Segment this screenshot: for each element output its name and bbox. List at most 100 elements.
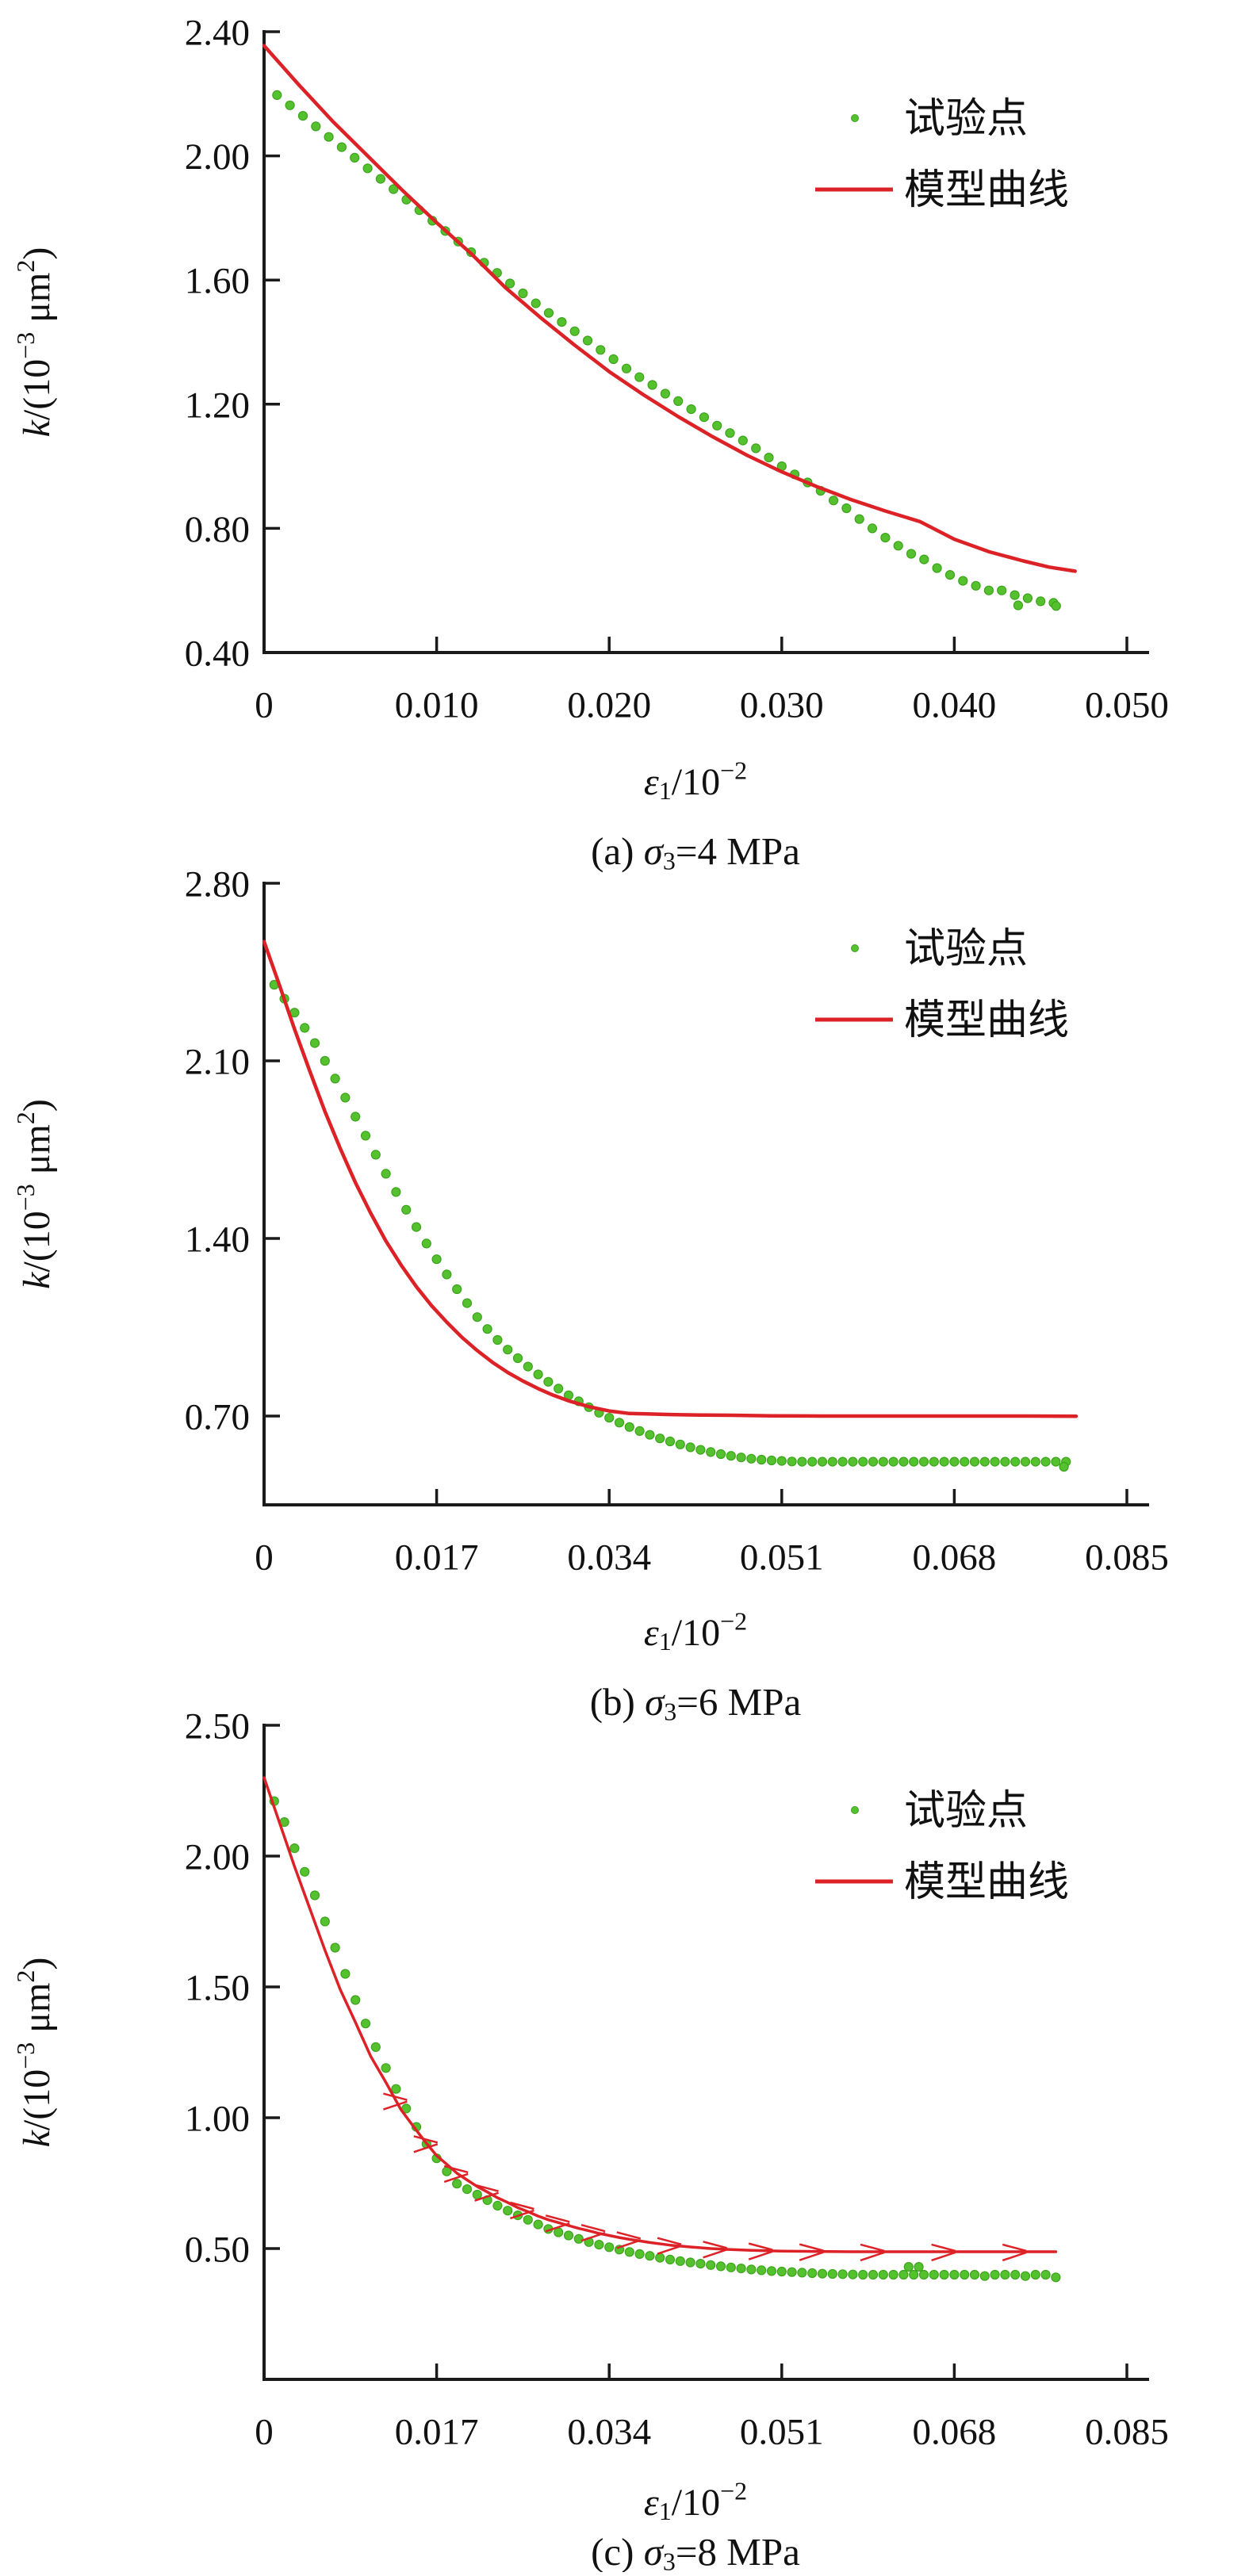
axes bbox=[262, 30, 1149, 654]
x-tick-label: 0.050 bbox=[1085, 684, 1169, 725]
scatter-point bbox=[932, 563, 942, 573]
scatter-point bbox=[751, 443, 761, 454]
barb bbox=[703, 2241, 727, 2259]
scatter-point bbox=[746, 1453, 757, 1464]
scatter-point bbox=[858, 2269, 868, 2280]
scatter-point bbox=[533, 1369, 543, 1380]
scatter-point bbox=[969, 1456, 980, 1467]
y-tick-label: 1.50 bbox=[185, 1967, 250, 2008]
legend-label-test-points: 试验点 bbox=[904, 1789, 1028, 1834]
scatter-point bbox=[949, 1456, 960, 1467]
scatter-point bbox=[854, 514, 864, 524]
scatter-point bbox=[909, 1456, 919, 1467]
scatter-point bbox=[1036, 596, 1046, 607]
scatter-point bbox=[673, 396, 684, 406]
scatter-point bbox=[736, 2264, 746, 2274]
scatter-point bbox=[817, 2268, 828, 2279]
legend-label-model-curve: 模型曲线 bbox=[904, 1860, 1069, 1905]
chart-c: 0 0.017 0.034 0.051 0.068 0.085 0.50 1.00 1.50 2.… bbox=[11, 1705, 1169, 2575]
scatter-point bbox=[706, 1447, 716, 1457]
chart-caption: (b) σ3=6 MPa bbox=[590, 1680, 802, 1725]
scatter-point bbox=[320, 1055, 330, 1066]
barb bbox=[443, 2165, 469, 2184]
scatter-point bbox=[431, 1254, 442, 1265]
scatter-point bbox=[624, 1422, 634, 1432]
scatter-point bbox=[715, 2261, 726, 2272]
scatter-point bbox=[472, 1312, 482, 1322]
scatter-point bbox=[504, 278, 515, 289]
x-axis-label: ε1/10−2 bbox=[644, 756, 747, 805]
scatter-point bbox=[764, 452, 774, 463]
axes bbox=[262, 1724, 1149, 2381]
scatter-point bbox=[960, 1456, 970, 1467]
barb bbox=[413, 2135, 439, 2153]
model-curve bbox=[262, 44, 1077, 573]
scatter-point bbox=[867, 523, 878, 534]
x-tick-label: 0 bbox=[255, 684, 274, 725]
y-tick-label: 1.20 bbox=[185, 385, 250, 426]
x-tick-label: 0.068 bbox=[913, 1537, 997, 1578]
x-tick-label: 0 bbox=[255, 1537, 274, 1578]
scatter-point bbox=[757, 2265, 767, 2276]
y-tick-label: 0.80 bbox=[185, 509, 250, 550]
scatter-point bbox=[837, 1456, 848, 1467]
scatter-point bbox=[1013, 600, 1024, 611]
scatter-point bbox=[503, 1345, 513, 1355]
scatter-point bbox=[675, 1439, 685, 1449]
scatter-point bbox=[360, 2019, 371, 2029]
scatter-point bbox=[362, 163, 373, 174]
x-axis-label: ε1/10−2 bbox=[644, 2477, 747, 2525]
scatter-point bbox=[971, 580, 981, 591]
scatter-point bbox=[300, 1866, 310, 1877]
scatter-point bbox=[1010, 1456, 1021, 1467]
scatter-point bbox=[452, 1284, 462, 1295]
scatter-point bbox=[531, 298, 541, 308]
ticks bbox=[264, 30, 1128, 653]
scatter-point bbox=[655, 2253, 665, 2263]
scatter-point bbox=[695, 2259, 706, 2269]
scatter-point bbox=[746, 2264, 757, 2275]
scatter-point bbox=[330, 1074, 340, 1084]
barb bbox=[510, 2201, 534, 2220]
scatter-point bbox=[582, 335, 593, 346]
scatter-point bbox=[949, 2269, 960, 2280]
barb bbox=[1002, 2243, 1027, 2262]
barb bbox=[799, 2243, 824, 2261]
chart-caption: (c) σ3=8 MPa bbox=[591, 2530, 800, 2572]
scatter-point bbox=[918, 2269, 929, 2280]
scatter-point bbox=[389, 184, 399, 194]
scatter-point bbox=[787, 2267, 797, 2277]
scatter-point bbox=[482, 1324, 492, 1334]
x-tick-label: 0.034 bbox=[567, 2411, 651, 2452]
scatter-point bbox=[596, 345, 606, 355]
scatter-point bbox=[421, 1238, 431, 1249]
scatter-point bbox=[391, 2084, 401, 2094]
scatter-point bbox=[685, 1442, 695, 1453]
scatter-point bbox=[634, 2249, 645, 2259]
scatter-point bbox=[706, 2260, 716, 2270]
scatter-point bbox=[880, 532, 891, 543]
y-tick-label: 2.00 bbox=[185, 1836, 250, 1877]
x-tick-label: 0.034 bbox=[567, 1537, 651, 1578]
scatter-point bbox=[289, 1843, 300, 1854]
model-curve bbox=[262, 1776, 1058, 2253]
scatter-point bbox=[503, 2206, 513, 2216]
scatter-point bbox=[512, 1353, 523, 1364]
scatter-point bbox=[757, 1454, 767, 1465]
scatter-point bbox=[929, 2269, 939, 2280]
scatter-point bbox=[725, 428, 735, 438]
barb bbox=[580, 2224, 606, 2242]
barb bbox=[748, 2242, 773, 2260]
scatter-point bbox=[594, 2240, 604, 2250]
scatter-point bbox=[604, 1413, 615, 1423]
x-tick-label: 0.030 bbox=[740, 684, 824, 725]
scatter-point bbox=[462, 2184, 473, 2195]
y-tick-label: 2.10 bbox=[185, 1041, 250, 1082]
x-tick-label: 0.017 bbox=[395, 1537, 479, 1578]
model-curve bbox=[262, 940, 1079, 1418]
y-tick-label: 2.00 bbox=[185, 136, 250, 178]
